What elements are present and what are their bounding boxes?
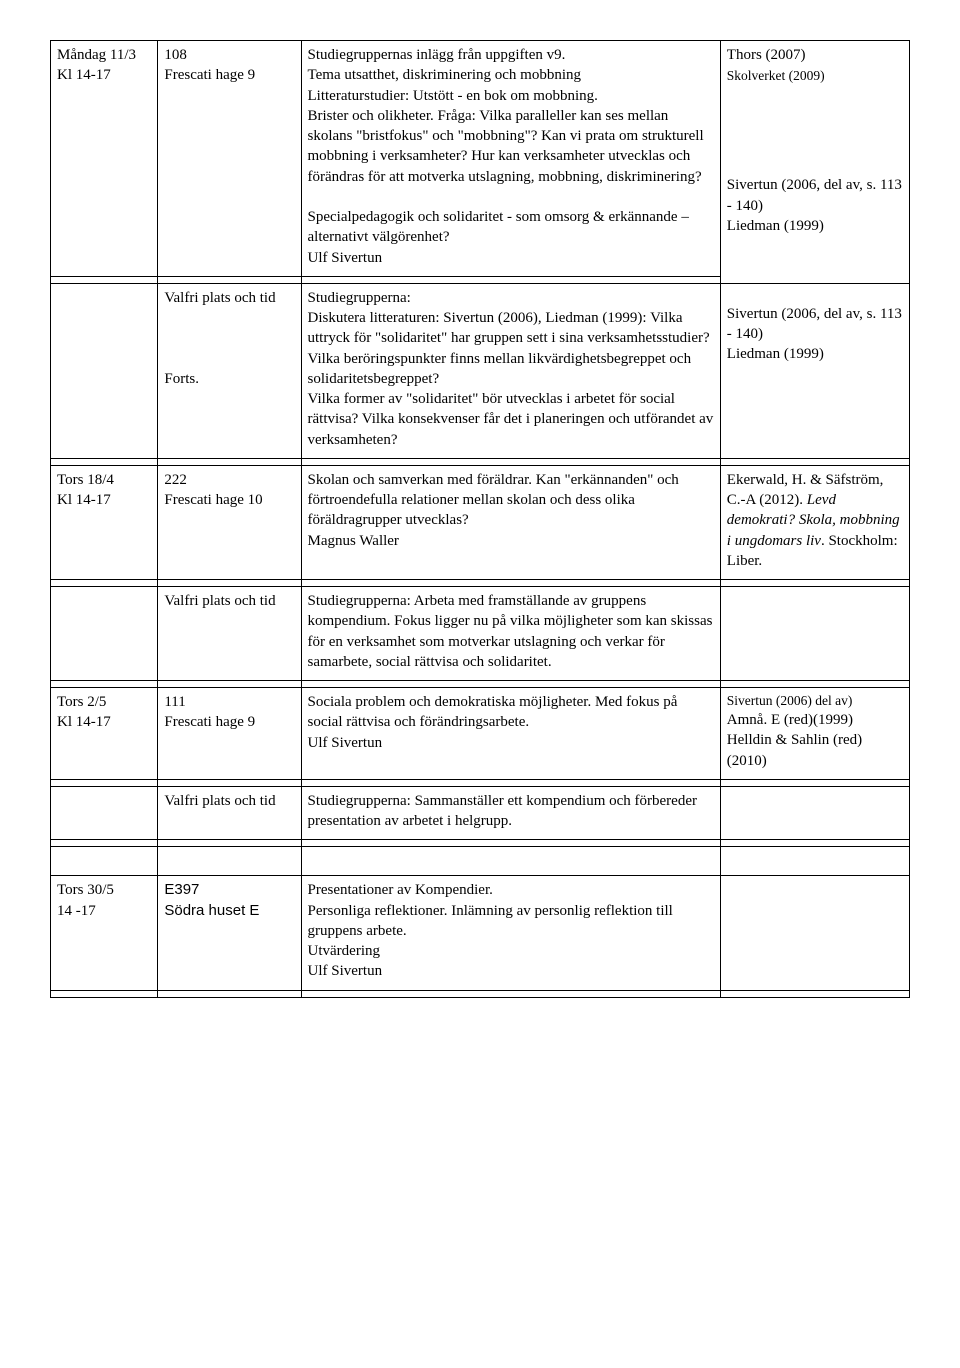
spacer-row xyxy=(51,681,910,688)
room-cell: 222Frescati hage 10 xyxy=(158,465,301,579)
room-cell: Valfri plats och tid xyxy=(158,786,301,840)
spacer-row xyxy=(51,847,910,876)
date-cell: Tors 30/514 -17 xyxy=(51,876,158,990)
lit-text: Sivertun (2006) del av) xyxy=(727,693,853,708)
room-cell: E397Södra huset E xyxy=(158,876,301,990)
desc-cell: Presentationer av Kompendier.Personliga … xyxy=(301,876,720,990)
desc-cell: Studiegruppernas inlägg från uppgiften v… xyxy=(301,41,720,277)
schedule-table: Måndag 11/3Kl 14-17 108Frescati hage 9 S… xyxy=(50,40,910,998)
table-row: Tors 18/4Kl 14-17 222Frescati hage 10 Sk… xyxy=(51,465,910,579)
table-row: Tors 30/514 -17 E397Södra huset E Presen… xyxy=(51,876,910,990)
room-cell: Valfri plats och tidForts. xyxy=(158,283,301,458)
lit-text: Sivertun (2006, del av, s. 113 - 140)Lie… xyxy=(727,306,902,363)
desc-cell: Studiegrupperna: Sammanställer ett kompe… xyxy=(301,786,720,840)
room-cell: 108Frescati hage 9 xyxy=(158,41,301,277)
lit-cell: Sivertun (2006) del av) Amnå. E (red)(19… xyxy=(720,688,909,780)
spacer-row xyxy=(51,458,910,465)
date-cell xyxy=(51,587,158,681)
room-cell: Valfri plats och tid xyxy=(158,587,301,681)
date-cell xyxy=(51,283,158,458)
spacer-row xyxy=(51,779,910,786)
desc-cell: Skolan och samverkan med föräldrar. Kan … xyxy=(301,465,720,579)
lit-cell xyxy=(720,876,909,990)
date-cell: Måndag 11/3Kl 14-17 xyxy=(51,41,158,277)
table-row: Valfri plats och tidForts. Studiegrupper… xyxy=(51,283,910,458)
date-cell: Tors 2/5Kl 14-17 xyxy=(51,688,158,780)
date-cell: Tors 18/4Kl 14-17 xyxy=(51,465,158,579)
lit-text: Ekerwald, H. & Säfström, C.-A (2012). xyxy=(727,472,884,508)
lit-text: Amnå. E (red)(1999)Helldin & Sahlin (red… xyxy=(727,712,862,769)
lit-text: Sivertun (2006, del av, s. 113 - 140)Lie… xyxy=(727,177,902,234)
lit-cell: Ekerwald, H. & Säfström, C.-A (2012). Le… xyxy=(720,465,909,579)
lit-text: Thors (2007) xyxy=(727,47,806,63)
spacer-row xyxy=(51,580,910,587)
table-row: Tors 2/5Kl 14-17 111Frescati hage 9 Soci… xyxy=(51,688,910,780)
lit-cell xyxy=(720,786,909,840)
spacer-row xyxy=(51,840,910,847)
desc-cell: Studiegrupperna: Arbeta med framställand… xyxy=(301,587,720,681)
lit-cell: Thors (2007) Skolverket (2009) Sivertun … xyxy=(720,41,909,284)
table-row: Måndag 11/3Kl 14-17 108Frescati hage 9 S… xyxy=(51,41,910,277)
desc-cell: Sociala problem och demokratiska möjligh… xyxy=(301,688,720,780)
date-cell xyxy=(51,786,158,840)
spacer-row xyxy=(51,990,910,997)
table-row: Valfri plats och tid Studiegrupperna: Ar… xyxy=(51,587,910,681)
room-cell: 111Frescati hage 9 xyxy=(158,688,301,780)
desc-cell: Studiegrupperna:Diskutera litteraturen: … xyxy=(301,283,720,458)
table-row: Valfri plats och tid Studiegrupperna: Sa… xyxy=(51,786,910,840)
lit-cell xyxy=(720,587,909,681)
lit-cell: Sivertun (2006, del av, s. 113 - 140)Lie… xyxy=(720,283,909,458)
lit-text: Skolverket (2009) xyxy=(727,68,825,83)
